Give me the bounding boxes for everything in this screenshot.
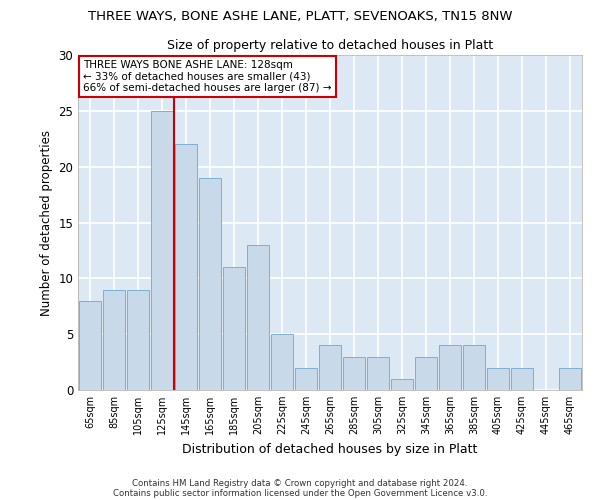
X-axis label: Distribution of detached houses by size in Platt: Distribution of detached houses by size … [182,442,478,456]
Bar [271,334,293,390]
Bar [199,178,221,390]
Text: Contains HM Land Registry data © Crown copyright and database right 2024.: Contains HM Land Registry data © Crown c… [132,478,468,488]
Text: THREE WAYS, BONE ASHE LANE, PLATT, SEVENOAKS, TN15 8NW: THREE WAYS, BONE ASHE LANE, PLATT, SEVEN… [88,10,512,23]
Bar [319,346,341,390]
Y-axis label: Number of detached properties: Number of detached properties [40,130,53,316]
Bar [511,368,533,390]
Bar [415,356,437,390]
Bar [295,368,317,390]
Bar [247,245,269,390]
Bar [487,368,509,390]
Bar [343,356,365,390]
Bar [127,290,149,390]
Bar [175,144,197,390]
Bar [367,356,389,390]
Title: Size of property relative to detached houses in Platt: Size of property relative to detached ho… [167,40,493,52]
Bar [391,379,413,390]
Text: Contains public sector information licensed under the Open Government Licence v3: Contains public sector information licen… [113,488,487,498]
Bar [79,300,101,390]
Bar [223,267,245,390]
Text: THREE WAYS BONE ASHE LANE: 128sqm
← 33% of detached houses are smaller (43)
66% : THREE WAYS BONE ASHE LANE: 128sqm ← 33% … [83,60,332,93]
Bar [559,368,581,390]
Bar [439,346,461,390]
Bar [103,290,125,390]
Bar [151,111,173,390]
Bar [463,346,485,390]
